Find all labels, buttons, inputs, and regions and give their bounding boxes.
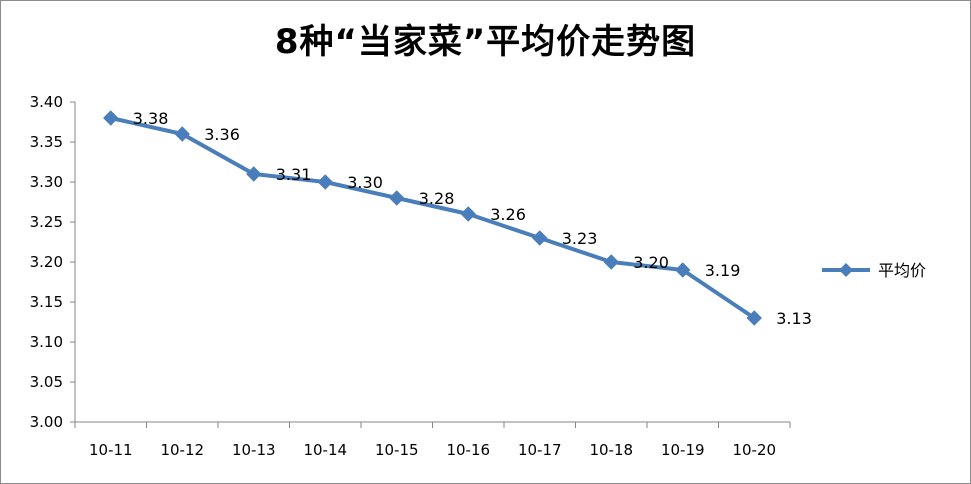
data-point <box>746 310 762 326</box>
data-labels: 3.38 3.36 3.31 3.30 3.28 3.26 3.23 3.20 3.19 3.13 <box>133 109 812 328</box>
data-point <box>460 206 476 222</box>
legend: 平均价 <box>822 261 926 280</box>
chart-axes <box>74 102 790 423</box>
data-label: 3.13 <box>776 309 812 328</box>
data-label: 3.31 <box>276 165 312 184</box>
y-tick-label: 3.15 <box>30 293 63 311</box>
y-tick-label: 3.40 <box>30 93 63 111</box>
data-point <box>675 262 691 278</box>
data-point <box>246 166 262 182</box>
data-label: 3.23 <box>562 229 598 248</box>
x-tick-label: 10-13 <box>232 441 276 459</box>
series-layer <box>103 110 762 326</box>
y-tick-label: 3.30 <box>30 173 63 191</box>
data-point <box>532 230 548 246</box>
data-label: 3.28 <box>419 189 455 208</box>
data-label: 3.38 <box>133 109 169 128</box>
y-tick-label: 3.25 <box>30 213 63 231</box>
data-point <box>174 126 190 142</box>
legend-marker <box>839 263 853 277</box>
x-tick-label: 10-17 <box>518 441 562 459</box>
x-tick-label: 10-18 <box>589 441 633 459</box>
y-axis-ticks: 3.00 3.05 3.10 3.15 3.20 3.25 3.30 3.35 3.40 <box>30 93 75 431</box>
y-tick-label: 3.10 <box>30 333 63 351</box>
chart-title: 8种“当家菜”平均价走势图 <box>274 22 697 62</box>
x-tick-label: 10-19 <box>661 441 705 459</box>
x-tick-label: 10-20 <box>732 441 776 459</box>
y-tick-label: 3.05 <box>30 373 63 391</box>
x-tick-label: 10-12 <box>160 441 204 459</box>
data-label: 3.19 <box>705 261 741 280</box>
series-line <box>110 116 756 320</box>
data-point <box>317 174 333 190</box>
x-tick-label: 10-14 <box>303 441 347 459</box>
x-axis-ticks: 10-11 10-12 10-13 10-14 10-15 10-16 10-17 10-18… <box>74 422 791 459</box>
legend-label: 平均价 <box>878 261 926 280</box>
data-point <box>603 254 619 270</box>
data-point <box>103 110 119 126</box>
data-label: 3.26 <box>490 205 526 224</box>
x-tick-label: 10-16 <box>446 441 490 459</box>
y-tick-label: 3.35 <box>30 133 63 151</box>
data-label: 3.30 <box>347 173 383 192</box>
data-label: 3.36 <box>204 125 240 144</box>
x-tick-label: 10-15 <box>375 441 419 459</box>
x-tick-label: 10-11 <box>89 441 133 459</box>
y-tick-label: 3.20 <box>30 253 63 271</box>
y-tick-label: 3.00 <box>30 413 63 431</box>
data-point <box>389 190 405 206</box>
data-label: 3.20 <box>633 253 669 272</box>
